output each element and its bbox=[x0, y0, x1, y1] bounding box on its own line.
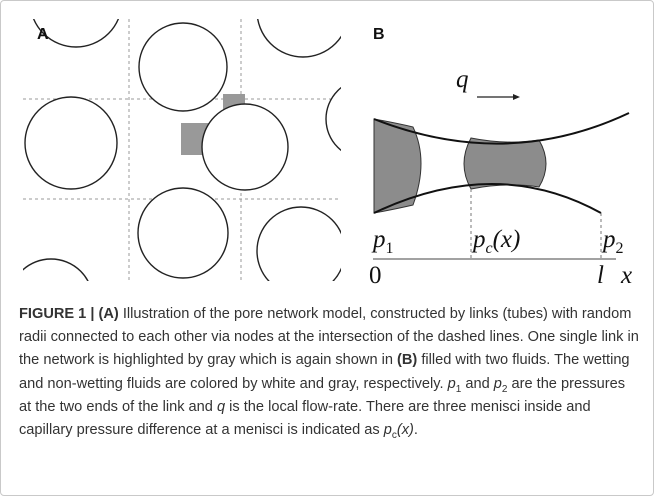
label-sub: 1 bbox=[386, 240, 394, 257]
caption-symbol: p bbox=[383, 422, 392, 439]
label-sub: c bbox=[486, 240, 493, 257]
caption-text: and bbox=[461, 375, 494, 392]
caption-ref: (A) bbox=[98, 306, 119, 322]
caption-symbol: q bbox=[216, 398, 226, 415]
caption-ref: (B) bbox=[397, 352, 418, 369]
caption-symbol: p bbox=[493, 375, 502, 392]
caption-sub: 1 bbox=[455, 383, 462, 395]
label-base: p bbox=[371, 226, 386, 253]
axis-origin: 0 bbox=[369, 262, 382, 289]
pressure-label: p2 bbox=[601, 226, 624, 257]
label-base: p bbox=[601, 226, 616, 253]
pressure-label: p1 bbox=[371, 226, 394, 257]
caption-text: is the local flow-rate. There are three … bbox=[19, 398, 591, 439]
axis-variable: x bbox=[620, 262, 632, 289]
panel-label: A bbox=[37, 26, 49, 43]
dashed-lines bbox=[23, 19, 341, 281]
tube-wall bbox=[373, 183, 602, 214]
meniscus bbox=[373, 118, 422, 214]
caption-figure: FIGURE 1 | bbox=[19, 306, 99, 322]
dashed-markers bbox=[470, 189, 602, 259]
pore-network bbox=[23, 19, 341, 281]
label-suffix: (x) bbox=[493, 226, 521, 253]
caption: FIGURE 1 | (A) Illustration of the pore … bbox=[19, 303, 641, 442]
flow-label: q bbox=[456, 66, 469, 93]
tube-wall bbox=[373, 112, 630, 145]
caption-text: . bbox=[413, 422, 418, 439]
caption-text: are the pressures at the two ends of the… bbox=[19, 375, 626, 415]
caption-sub: c bbox=[391, 429, 397, 441]
pressure-label: pc(x) bbox=[471, 226, 520, 257]
caption-text: Illustration of the pore network model, … bbox=[19, 306, 639, 369]
caption-text: filled with two fluids. The wetting and … bbox=[19, 352, 630, 392]
label-sub: 2 bbox=[616, 240, 624, 257]
caption-symbol: p bbox=[447, 375, 456, 392]
axis-end: l bbox=[597, 262, 604, 289]
caption-sub: 2 bbox=[501, 383, 508, 395]
figure-art: A B q p1 pc(x) p2 0 l x bbox=[23, 19, 632, 289]
grains bbox=[23, 19, 341, 281]
label-base: p bbox=[471, 226, 486, 253]
flow-arrow bbox=[477, 94, 520, 100]
meniscus bbox=[463, 137, 547, 190]
panel-label: B bbox=[373, 26, 385, 43]
caption-symbol: (x) bbox=[396, 422, 414, 439]
